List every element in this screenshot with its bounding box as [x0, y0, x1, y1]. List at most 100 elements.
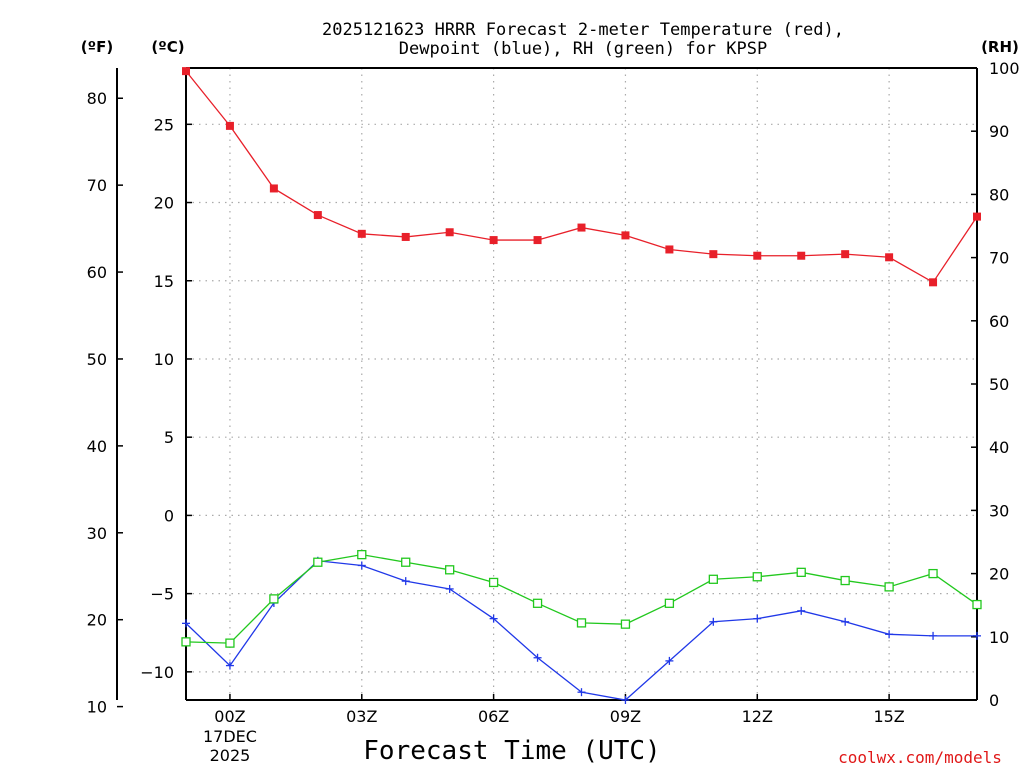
x-tick-date-label: 17DEC	[203, 727, 257, 746]
rh-tick-label: 40	[989, 438, 1009, 457]
data-point	[357, 229, 366, 238]
data-point	[445, 228, 454, 237]
data-point	[753, 614, 762, 623]
data-point	[313, 557, 323, 567]
fahrenheit-tick-label: 10	[87, 698, 107, 717]
data-point	[225, 661, 234, 670]
data-point	[929, 631, 938, 640]
rh-tick-label: 80	[989, 185, 1009, 204]
series-temperature-c	[182, 67, 981, 287]
celsius-tick-label: −10	[140, 663, 174, 682]
fahrenheit-tick-label: 20	[87, 611, 107, 630]
rh-tick-label: 10	[989, 628, 1009, 647]
grid-lines	[186, 68, 977, 700]
axes	[116, 67, 978, 708]
data-point	[841, 617, 850, 626]
fahrenheit-tick-label: 60	[87, 263, 107, 282]
data-point	[708, 574, 718, 584]
data-point	[269, 184, 278, 193]
chart-title-line1: 2025121623 HRRR Forecast 2-meter Tempera…	[322, 20, 844, 40]
rh-tick-label: 100	[989, 59, 1020, 78]
x-tick-label: 06Z	[478, 707, 509, 726]
rh-unit-label: (RH)	[981, 38, 1019, 56]
x-axis-label: Forecast Time (UTC)	[363, 736, 660, 766]
celsius-tick-label: 15	[154, 272, 174, 291]
series-line	[185, 553, 978, 644]
series-rh	[181, 549, 982, 648]
tick-labels: 1020304050607080−10−50510152025010203040…	[87, 59, 1020, 765]
data-point	[796, 567, 806, 577]
x-tick-label: 03Z	[346, 707, 377, 726]
chart-title-line2: Dewpoint (blue), RH (green) for KPSP	[399, 39, 767, 59]
data-point	[225, 121, 234, 130]
rh-tick-label: 70	[989, 249, 1009, 268]
data-point	[182, 619, 190, 628]
x-tick-label: 09Z	[610, 707, 641, 726]
data-point	[928, 568, 938, 579]
fahrenheit-tick-label: 30	[87, 524, 107, 543]
data-point	[401, 232, 410, 241]
data-point	[753, 251, 762, 260]
data-point	[797, 606, 806, 615]
data-point	[401, 577, 410, 586]
data-point	[665, 656, 674, 665]
celsius-tick-label: −5	[150, 585, 174, 604]
data-point	[752, 572, 762, 582]
celsius-tick-label: 20	[154, 194, 174, 213]
data-point	[797, 251, 806, 260]
x-tick-label: 15Z	[873, 707, 904, 726]
data-point	[664, 598, 675, 608]
data-point	[181, 637, 191, 647]
data-point	[885, 253, 894, 262]
rh-tick-label: 20	[989, 565, 1009, 584]
data-point	[973, 631, 981, 640]
data-point	[665, 245, 674, 254]
data-point	[225, 638, 235, 648]
data-point	[709, 617, 718, 626]
data-point	[841, 250, 850, 259]
x-tick-year-label: 2025	[210, 746, 251, 765]
fahrenheit-tick-label: 50	[87, 350, 107, 369]
data-point	[269, 594, 279, 604]
data-point	[313, 211, 322, 220]
data-point	[445, 565, 455, 575]
celsius-tick-label: 5	[164, 428, 174, 447]
data-point	[533, 653, 542, 662]
data-point	[973, 212, 981, 221]
data-point	[357, 549, 367, 560]
series-dewpoint-c	[182, 556, 981, 704]
data-point	[182, 67, 190, 76]
data-point	[885, 630, 894, 639]
data-point	[533, 236, 542, 245]
credit-text: coolwx.com/models	[838, 748, 1002, 767]
data-point	[929, 278, 938, 287]
fahrenheit-tick-label: 80	[87, 89, 107, 108]
fahrenheit-tick-label: 40	[87, 437, 107, 456]
series-line	[185, 70, 978, 284]
celsius-tick-label: 25	[154, 115, 174, 134]
data-point	[357, 561, 366, 570]
data-point	[488, 577, 499, 588]
celsius-unit-label: (ºC)	[151, 38, 184, 56]
data-point	[489, 236, 498, 245]
data-point	[445, 584, 454, 593]
rh-tick-label: 30	[989, 501, 1009, 520]
celsius-tick-label: 10	[154, 350, 174, 369]
data-point	[532, 598, 543, 608]
data-point	[577, 688, 586, 697]
series-line	[185, 560, 977, 701]
x-tick-label: 00Z	[214, 707, 245, 726]
data-point	[621, 696, 630, 704]
data-point	[489, 614, 498, 623]
data-point	[709, 250, 718, 259]
fahrenheit-tick-label: 70	[87, 176, 107, 195]
data-point	[621, 231, 630, 240]
x-tick-label: 12Z	[742, 707, 773, 726]
celsius-tick-label: 0	[164, 506, 174, 525]
data-point	[972, 599, 982, 610]
rh-tick-label: 0	[989, 691, 999, 710]
data-point	[576, 618, 587, 628]
data-series	[181, 67, 982, 704]
rh-tick-label: 50	[989, 375, 1009, 394]
